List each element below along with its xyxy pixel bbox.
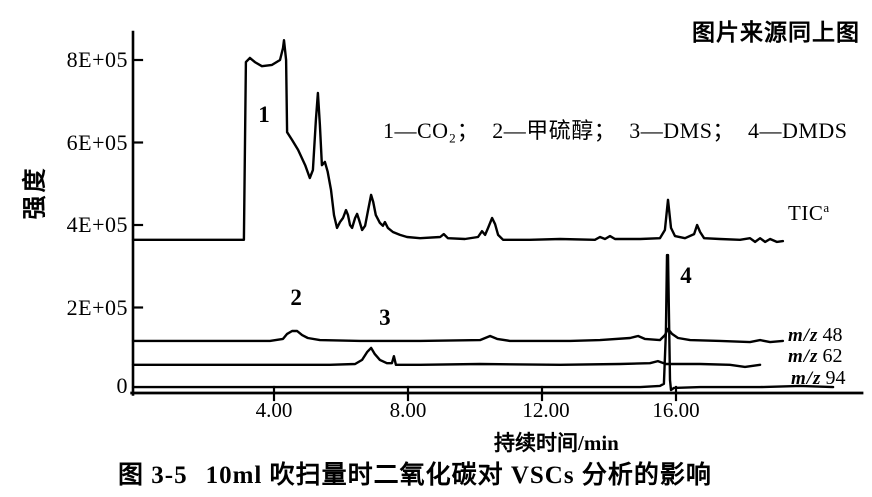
legend-item: 4—DMDS bbox=[747, 118, 848, 143]
y-tick-label: 6E+05 bbox=[66, 130, 128, 155]
x-tick-label: 8.00 bbox=[389, 398, 427, 422]
trace-label-mz62: m/z 62 bbox=[788, 345, 843, 367]
x-tick-label: 16.00 bbox=[652, 398, 700, 422]
y-tick-label: 0 bbox=[116, 373, 128, 398]
tic-superscript: a bbox=[823, 200, 830, 215]
caption-text: 10ml 吹扫量时二氧化碳对 VSCs 分析的影响 bbox=[205, 462, 712, 489]
trace-mz94 bbox=[131, 253, 835, 392]
trace-label-mz48: m/z 48 bbox=[788, 324, 843, 346]
trace-mz48 bbox=[131, 327, 785, 344]
peak-annotation-3: 3 bbox=[379, 305, 391, 330]
figure-caption: 图 3-5 10ml 吹扫量时二氧化碳对 VSCs 分析的影响 bbox=[118, 455, 712, 491]
y-axis-title: 强度 bbox=[22, 165, 49, 220]
source-note: 图片来源同上图 bbox=[692, 20, 860, 45]
trace-TIC bbox=[131, 39, 785, 244]
peak-annotation-4: 4 bbox=[680, 263, 692, 288]
peak-legend: 1—CO₂； 2—甲硫醇； 3—DMS； 4—DMDS bbox=[383, 113, 861, 145]
x-tick-label: 4.00 bbox=[255, 398, 293, 422]
y-tick-label: 2E+05 bbox=[66, 295, 128, 320]
legend-item: 1—CO₂； bbox=[383, 118, 480, 143]
peak-annotation-2: 2 bbox=[290, 285, 302, 310]
x-axis-title: 持续时间/min bbox=[494, 431, 619, 455]
trace-mz62 bbox=[131, 346, 762, 369]
trace-label-mz94: m/z 94 bbox=[791, 367, 846, 389]
trace-label-tic: TICa bbox=[788, 200, 830, 225]
y-tick-label: 4E+05 bbox=[66, 212, 128, 237]
peak-annotation-1: 1 bbox=[258, 102, 270, 127]
y-tick-label: 8E+05 bbox=[66, 47, 128, 72]
x-tick-label: 12.00 bbox=[522, 398, 570, 422]
legend-item: 2—甲硫醇； bbox=[492, 118, 617, 143]
legend-item: 3—DMS； bbox=[629, 118, 735, 143]
caption-number: 图 3-5 bbox=[118, 462, 188, 489]
